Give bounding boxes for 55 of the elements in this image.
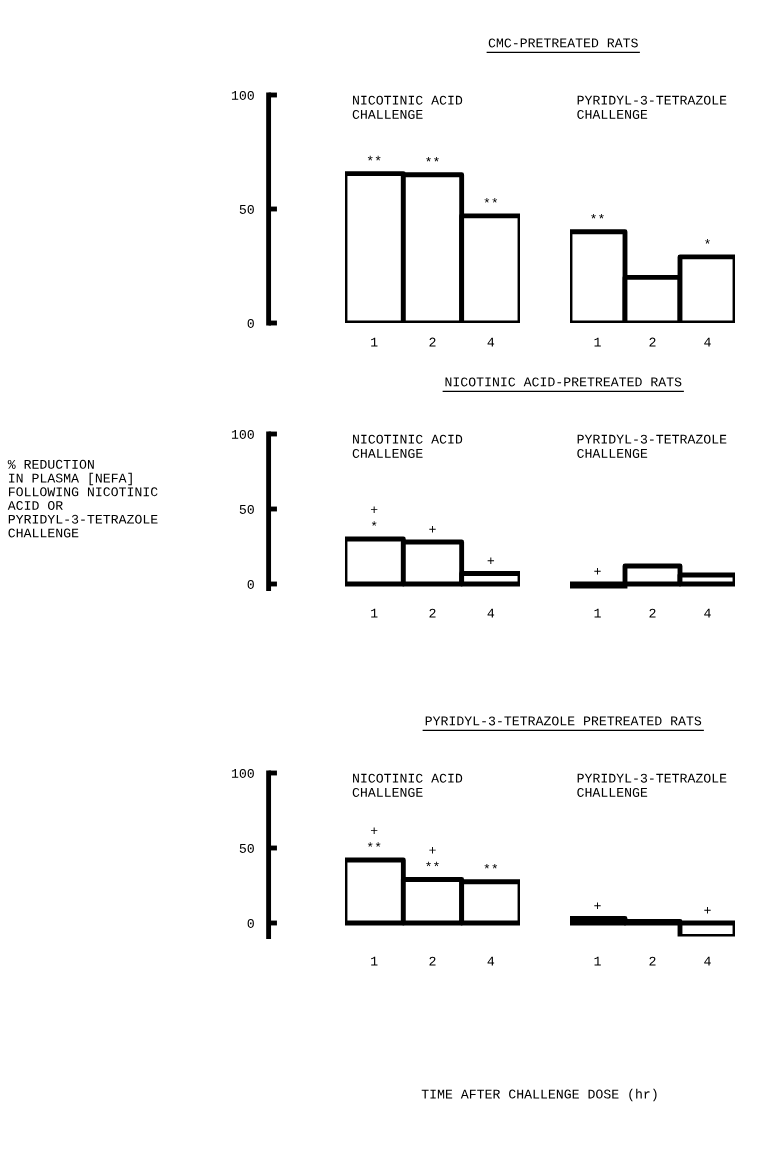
annotation: + — [487, 557, 495, 565]
chart-subtitle: NICOTINIC ACID CHALLENGE — [352, 95, 463, 119]
x-tick-label: 1 — [594, 608, 601, 618]
text: PYRIDYL-3-TETRAZOLE PRETREATED RATS — [425, 716, 702, 726]
annotation: ** — [367, 842, 381, 847]
x-tick-label: 1 — [371, 337, 378, 347]
annotation: + — [594, 902, 601, 910]
annotation: + — [429, 846, 436, 854]
x-tick-label: 2 — [649, 608, 656, 618]
annotation: ** — [367, 155, 381, 161]
y-tick-label: 0 — [247, 579, 254, 589]
annotation: ** — [426, 156, 439, 162]
x-tick-label: 2 — [649, 337, 656, 347]
annotation: ** — [484, 863, 498, 869]
x-tick-label: 2 — [429, 337, 436, 347]
y-tick-label: 100 — [231, 768, 254, 778]
x-tick-label: 4 — [704, 956, 711, 966]
chart-subtitle: PYRIDYL-3-TETRAZOLE CHALLENGE — [577, 95, 727, 119]
chart-subtitle: PYRIDYL-3-TETRAZOLE CHALLENGE — [577, 773, 727, 797]
annotation: + — [370, 506, 378, 513]
text: NICOTINIC ACID-PRETREATED RATS — [445, 377, 682, 387]
x-tick-label: 4 — [487, 956, 495, 966]
x-tick-label: 1 — [594, 956, 601, 966]
x-tick-label: 2 — [429, 956, 436, 966]
x-tick-label: 4 — [704, 608, 711, 618]
annotation: * — [371, 521, 377, 526]
x-tick-label: 1 — [371, 608, 378, 618]
annotation: ** — [484, 197, 498, 203]
chart-subtitle: NICOTINIC ACID CHALLENGE — [352, 434, 463, 458]
y-tick-label: 50 — [239, 843, 254, 853]
y-tick-label: 0 — [247, 918, 254, 928]
x-tick-label: 4 — [487, 337, 495, 347]
annotation: * — [705, 239, 710, 244]
annotation: ** — [426, 861, 439, 867]
x-axis-title: TIME AFTER CHALLENGE DOSE (hr) — [421, 1088, 657, 1102]
x-tick-label: 1 — [371, 956, 378, 966]
annotation: + — [370, 827, 378, 834]
y-tick-label: 50 — [239, 204, 254, 214]
y-tick-label: 50 — [239, 504, 254, 514]
y-tick-label: 100 — [231, 90, 254, 100]
y-tick-label: 0 — [247, 318, 254, 328]
annotation: + — [704, 907, 711, 914]
text: CMC-PRETREATED RATS — [488, 38, 638, 48]
y-tick-label: 100 — [231, 429, 254, 439]
x-tick-label: 2 — [649, 956, 656, 966]
x-tick-label: 1 — [594, 337, 601, 347]
chart-subtitle: PYRIDYL-3-TETRAZOLE CHALLENGE — [577, 434, 727, 458]
y-axis-title: % REDUCTION IN PLASMA [NEFA] FOLLOWING NICOTINIC ACID OR PYRIDYL-3-TETRAZOLE CHALLENGE — [7, 459, 158, 538]
annotation: + — [429, 526, 436, 533]
x-tick-label: 4 — [487, 608, 495, 618]
chart-subtitle: NICOTINIC ACID CHALLENGE — [352, 773, 463, 797]
annotation: + — [594, 568, 601, 575]
x-tick-label: 2 — [429, 608, 436, 618]
x-tick-label: 4 — [704, 337, 711, 347]
annotation: ** — [591, 213, 604, 219]
